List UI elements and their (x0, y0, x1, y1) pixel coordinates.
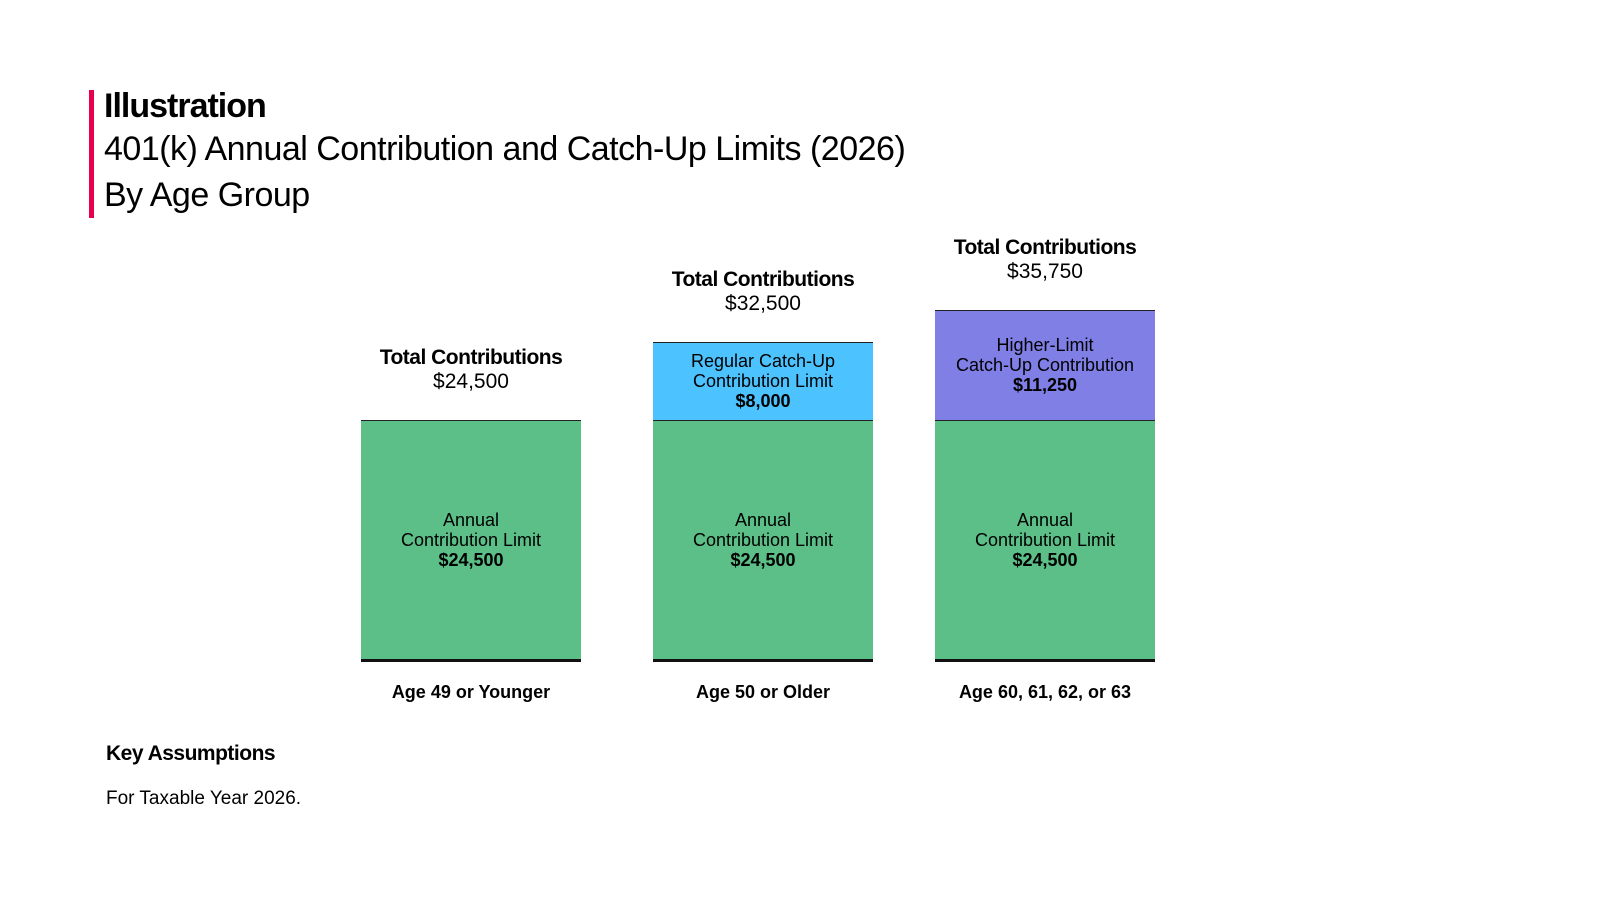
bar-segment-catch-up: Higher-Limit Catch-Up Contribution $11,250 (935, 309, 1155, 420)
bar-segment-catch-up: Regular Catch-Up Contribution Limit $8,000 (653, 341, 873, 420)
total-heading: Total Contributions (671, 267, 855, 291)
chart-subtitle: By Age Group (104, 176, 310, 214)
segment-name: Contribution Limit (400, 530, 542, 551)
segment-name: Catch-Up Contribution (955, 355, 1135, 376)
total-heading: Total Contributions (953, 235, 1137, 259)
segment-value: $24,500 (438, 550, 504, 571)
segment-value: $24,500 (730, 550, 796, 571)
total-value: $24,500 (433, 369, 509, 393)
bar-baseline (653, 659, 873, 662)
chart-title: 401(k) Annual Contribution and Catch-Up … (104, 130, 906, 168)
segment-name: Contribution Limit (692, 371, 834, 392)
total-value: $32,500 (725, 291, 801, 315)
bar-baseline (361, 659, 581, 662)
segment-name: Annual (1016, 510, 1074, 531)
segment-value: $11,250 (1012, 375, 1078, 396)
total-label: Total Contributions $32,500 (633, 268, 893, 316)
bar-segment-annual-limit: Annual Contribution Limit $24,500 (935, 419, 1155, 660)
total-value: $35,750 (1007, 259, 1083, 283)
segment-name: Higher-Limit (996, 335, 1094, 356)
category-label: Age 50 or Older (695, 682, 831, 702)
bar-segment-annual-limit: Annual Contribution Limit $24,500 (653, 419, 873, 660)
header-label: Illustration (104, 87, 267, 125)
category-label: Age 49 or Younger (391, 682, 551, 702)
bar-segment-annual-limit: Annual Contribution Limit $24,500 (361, 419, 581, 660)
category-label: Age 60, 61, 62, or 63 (958, 682, 1132, 702)
total-heading: Total Contributions (379, 345, 563, 369)
bar-baseline (935, 659, 1155, 662)
segment-name: Regular Catch-Up (690, 351, 836, 372)
segment-name: Contribution Limit (692, 530, 834, 551)
segment-name: Annual (442, 510, 500, 531)
key-assumptions-text: For Taxable Year 2026. (106, 788, 302, 809)
segment-name: Contribution Limit (974, 530, 1116, 551)
total-label: Total Contributions $35,750 (915, 236, 1175, 284)
total-label: Total Contributions $24,500 (341, 346, 601, 394)
segment-value: $8,000 (735, 391, 791, 412)
chart-header: Illustration 401(k) Annual Contribution … (89, 87, 906, 218)
segment-value: $24,500 (1012, 550, 1078, 571)
segment-name: Annual (734, 510, 792, 531)
key-assumptions-heading: Key Assumptions (106, 742, 276, 765)
